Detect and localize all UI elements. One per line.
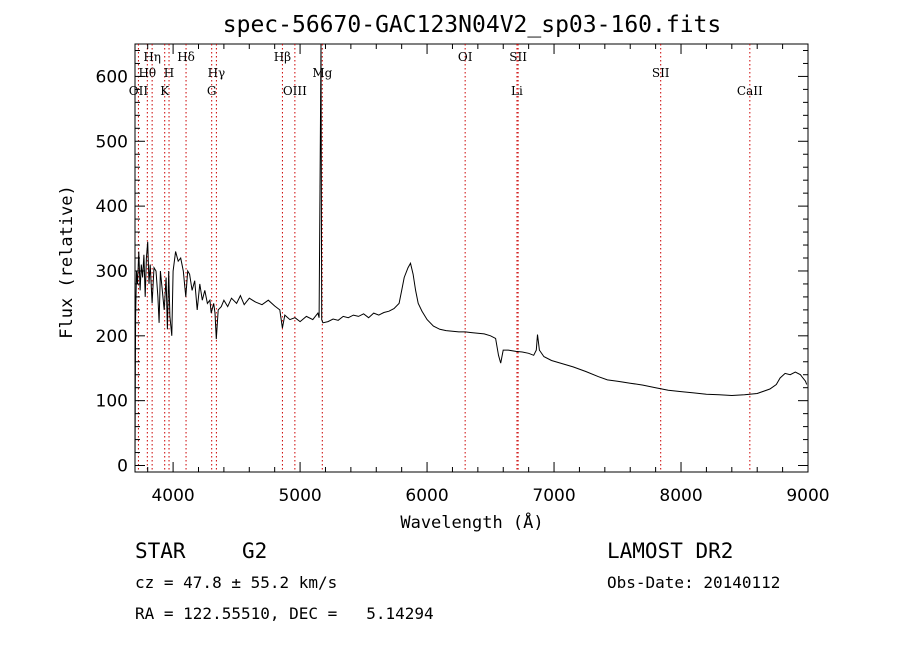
- spectral-line-label: SII: [652, 66, 670, 80]
- coordinates: RA = 122.55510, DEC = 5.14294: [135, 604, 434, 623]
- x-axis-label: Wavelength (Å): [400, 511, 543, 533]
- x-tick-label: 6000: [405, 486, 448, 506]
- survey-name: LAMOST DR2: [607, 539, 733, 563]
- spectral-line-label: CaII: [737, 84, 763, 98]
- x-tick-label: 8000: [659, 486, 702, 506]
- x-tick-label: 9000: [786, 486, 829, 506]
- spectral-line-label: OIII: [283, 84, 307, 98]
- spectrum-line: [134, 43, 808, 460]
- x-tick-label: 7000: [532, 486, 575, 506]
- y-tick-label: 400: [96, 197, 128, 217]
- spectral-line-markers: [137, 44, 751, 472]
- y-tick-label: 500: [96, 132, 128, 152]
- plot-frame: [134, 43, 809, 473]
- axis-ticks: [135, 44, 809, 472]
- y-tick-label: 0: [117, 457, 128, 477]
- object-subclass: G2: [242, 539, 267, 563]
- y-tick-label: 200: [96, 327, 128, 347]
- spectral-line-label: K: [160, 84, 170, 98]
- spectral-line-label: Mg: [312, 66, 332, 80]
- y-tick-label: 100: [96, 392, 128, 412]
- spectral-line-label: Hδ: [177, 50, 195, 64]
- spectral-line-label: Li: [511, 84, 523, 98]
- spectral-line-label: OI: [458, 50, 473, 64]
- spectral-line-label: Hη: [143, 50, 161, 64]
- redshift-velocity: cz = 47.8 ± 55.2 km/s: [135, 573, 337, 592]
- y-axis-label: Flux (relative): [57, 185, 77, 339]
- y-tick-label: 600: [96, 67, 128, 87]
- y-tick-label: 300: [96, 262, 128, 282]
- spectral-line-label: Hθ: [138, 66, 156, 80]
- spectral-line-label: H: [164, 66, 174, 80]
- x-tick-label: 5000: [278, 486, 321, 506]
- spectral-line-label: OII: [129, 84, 149, 98]
- x-tick-label: 4000: [151, 486, 194, 506]
- spectral-line-label: G: [207, 84, 217, 98]
- object-class: STAR: [135, 539, 186, 563]
- axis-tick-labels: 4000 5000 6000 7000 8000 9000 0 100 200 300 400 500…: [96, 67, 830, 506]
- spectral-line-label: Hβ: [274, 50, 291, 64]
- spectral-line-label: SII: [509, 50, 527, 64]
- spectral-line-label: Hγ: [208, 66, 226, 80]
- observation-date: Obs-Date: 20140112: [607, 573, 780, 592]
- chart-title: spec-56670-GAC123N04V2_sp03-160.fits: [223, 12, 722, 38]
